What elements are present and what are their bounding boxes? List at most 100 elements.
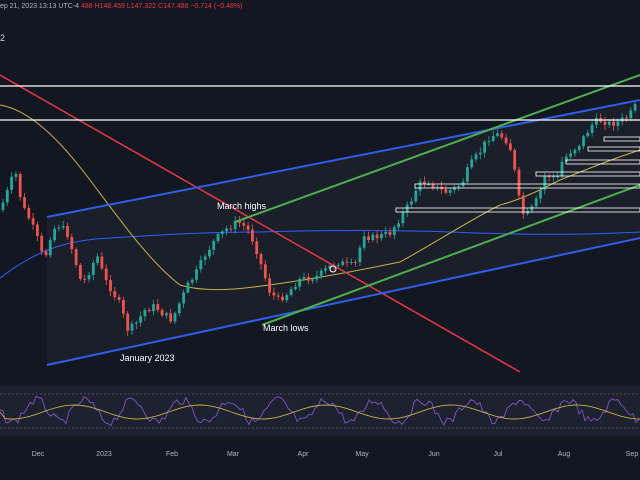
candle-body bbox=[1, 202, 5, 210]
candle-body bbox=[27, 207, 31, 219]
candle-body bbox=[302, 276, 306, 279]
candle-body bbox=[500, 133, 504, 138]
crossover-marker bbox=[329, 265, 337, 273]
candle-body bbox=[466, 167, 469, 182]
candle-body bbox=[294, 286, 297, 290]
chart-header: ep 21, 2023 13:13 UTC-4 488 H148.459 L14… bbox=[0, 0, 242, 14]
candle-body bbox=[401, 212, 405, 224]
candle-body bbox=[177, 303, 181, 314]
candle-body bbox=[586, 132, 590, 137]
candle-body bbox=[216, 234, 220, 241]
candle-body bbox=[10, 176, 13, 190]
candle-body bbox=[569, 153, 572, 157]
candle-body bbox=[457, 186, 461, 188]
support-zone-4 bbox=[535, 171, 640, 177]
candle-body bbox=[367, 236, 370, 240]
candle-body bbox=[556, 176, 560, 178]
green-channel-upper bbox=[234, 74, 640, 223]
candle-body bbox=[225, 228, 228, 232]
candle-body bbox=[362, 236, 366, 248]
candle-body bbox=[444, 189, 448, 193]
support-zone-1 bbox=[603, 136, 640, 142]
trend-lines bbox=[0, 74, 640, 373]
candle-body bbox=[603, 121, 607, 125]
candle-body bbox=[238, 221, 241, 223]
candle-body bbox=[255, 241, 259, 255]
candle-body bbox=[405, 204, 409, 213]
candle-body bbox=[212, 240, 216, 250]
candle-body bbox=[246, 225, 250, 230]
time-axis-label: Jun bbox=[428, 451, 439, 458]
candle-body bbox=[341, 261, 345, 265]
candle-body bbox=[397, 223, 400, 228]
time-axis-label: Mar bbox=[227, 451, 240, 458]
candle-body bbox=[298, 278, 302, 287]
candle-body bbox=[186, 282, 190, 293]
candle-body bbox=[521, 195, 525, 214]
candle-body bbox=[392, 227, 396, 236]
candle-body bbox=[117, 296, 121, 300]
candle-body bbox=[31, 218, 35, 225]
candle-body bbox=[543, 176, 547, 190]
candle-body bbox=[375, 234, 379, 239]
candle-body bbox=[573, 149, 577, 154]
rsi-line bbox=[0, 395, 640, 427]
candle-body bbox=[504, 137, 508, 144]
candle-body bbox=[311, 279, 314, 281]
candle-body bbox=[57, 227, 61, 229]
time-axis-label: Dec bbox=[32, 451, 45, 458]
candle-body bbox=[483, 141, 486, 153]
rsi-signal-line bbox=[0, 404, 640, 420]
candle-body bbox=[169, 313, 173, 322]
candle-body bbox=[534, 198, 538, 207]
candle-body bbox=[44, 251, 48, 256]
candle-body bbox=[203, 256, 207, 260]
candle-body bbox=[36, 224, 39, 236]
candle-body bbox=[104, 268, 108, 281]
candle-body bbox=[547, 176, 551, 178]
candle-body bbox=[139, 316, 142, 323]
time-axis-label: Aug bbox=[558, 451, 571, 458]
candle-body bbox=[199, 259, 203, 270]
candle-body bbox=[564, 156, 568, 162]
candle-body bbox=[539, 189, 542, 199]
candle-body bbox=[552, 176, 555, 178]
candle-body bbox=[616, 121, 620, 126]
annotation-label: March highs bbox=[217, 201, 267, 211]
annotations: March highs March lows January 2023 bbox=[120, 201, 309, 363]
candle-body bbox=[74, 249, 78, 265]
candle-body bbox=[285, 295, 289, 301]
candle-body bbox=[233, 221, 237, 230]
candle-body bbox=[478, 152, 482, 155]
candle-body bbox=[87, 275, 91, 280]
candle-body bbox=[577, 145, 581, 150]
header-timestamp: ep 21, 2023 13:13 UTC-4 bbox=[0, 3, 79, 10]
candle-body bbox=[319, 270, 323, 276]
candlesticks bbox=[1, 100, 637, 337]
red-trendline bbox=[0, 74, 521, 373]
candle-body bbox=[328, 265, 332, 269]
candle-body bbox=[220, 231, 224, 235]
candle-body bbox=[633, 103, 637, 111]
time-axis-label: Apr bbox=[298, 451, 310, 458]
candle-body bbox=[263, 264, 267, 279]
candle-body bbox=[358, 247, 362, 263]
candle-body bbox=[306, 276, 310, 281]
moving-averages bbox=[0, 104, 640, 291]
candle-body bbox=[251, 229, 254, 242]
candle-body bbox=[384, 231, 388, 235]
candle-body bbox=[83, 278, 87, 280]
rsi-panel bbox=[0, 386, 640, 436]
candle-body bbox=[345, 261, 349, 263]
candle-body bbox=[208, 249, 211, 257]
support-zone-5 bbox=[414, 183, 640, 189]
support-zone-2 bbox=[587, 146, 640, 152]
candle-body bbox=[40, 235, 44, 252]
time-axis-label: Jul bbox=[494, 451, 503, 458]
candle-body bbox=[491, 135, 495, 142]
time-axis: Dec 2023 Feb Mar Apr May Jun Jul Aug Sep bbox=[32, 451, 639, 458]
candle-body bbox=[14, 173, 18, 177]
candle-body bbox=[281, 296, 284, 301]
candle-body bbox=[470, 159, 474, 168]
